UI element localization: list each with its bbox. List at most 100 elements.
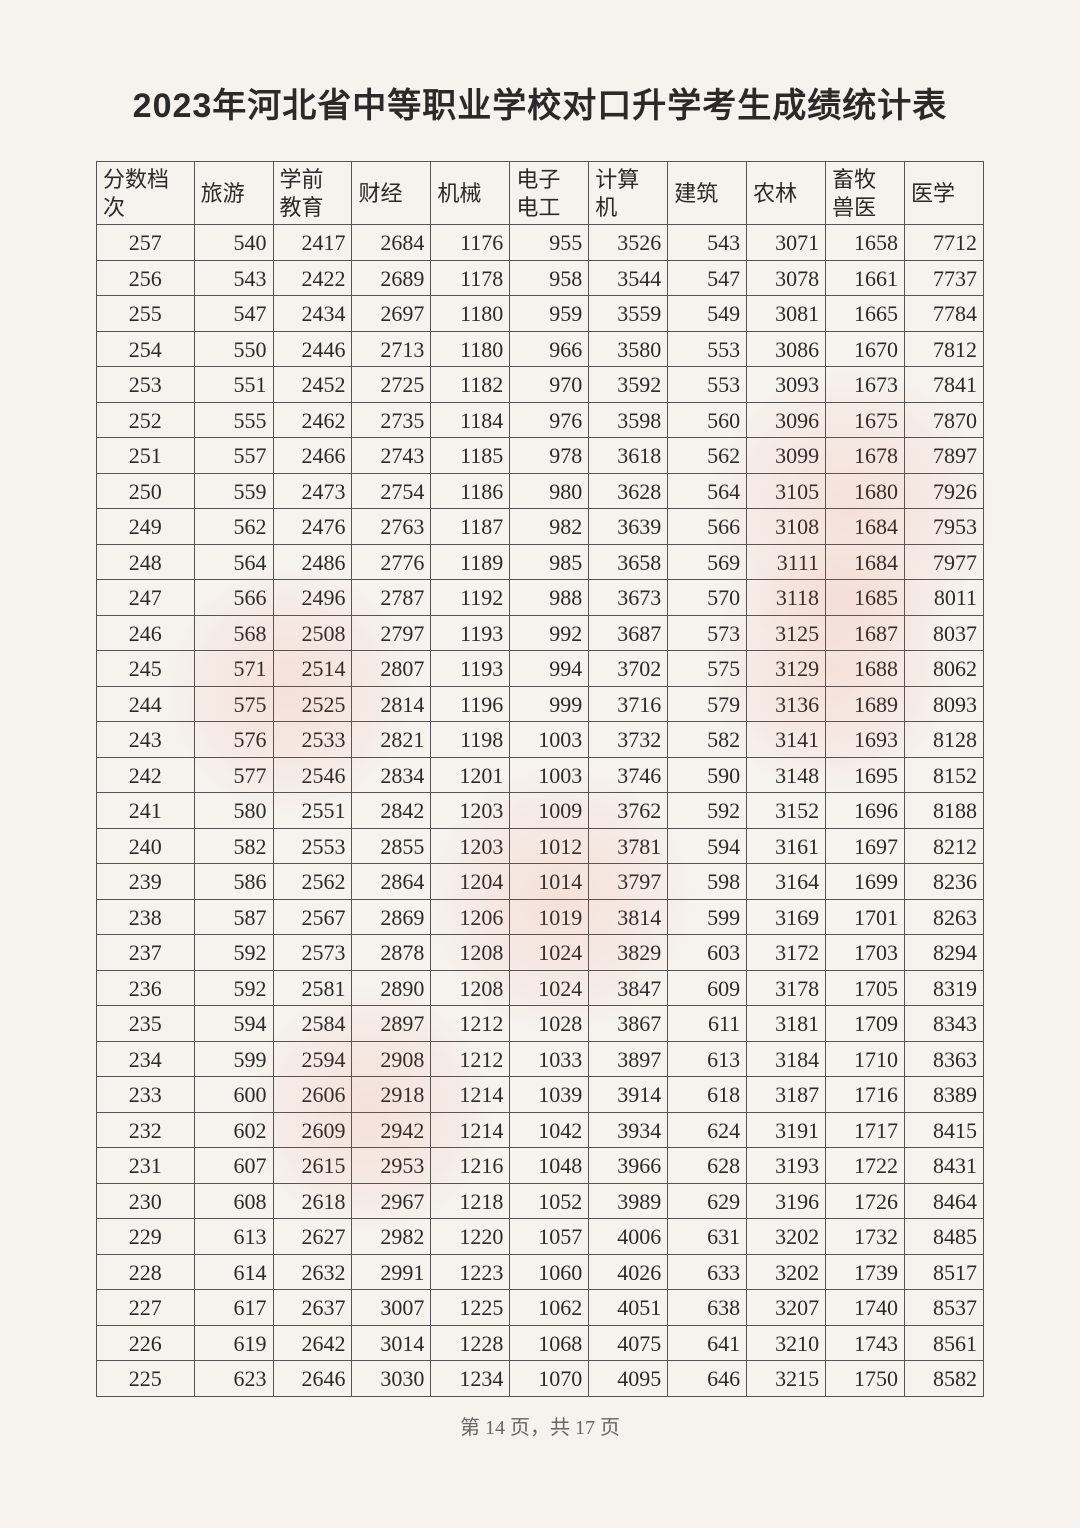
table-cell: 7977: [905, 544, 984, 580]
table-cell: 562: [668, 438, 747, 474]
table-cell: 8212: [905, 828, 984, 864]
table-cell: 573: [668, 615, 747, 651]
table-cell: 3544: [589, 260, 668, 296]
table-cell: 1658: [826, 225, 905, 261]
table-cell: 1052: [510, 1183, 589, 1219]
table-cell: 3934: [589, 1112, 668, 1148]
table-cell: 2446: [273, 331, 352, 367]
table-cell: 994: [510, 651, 589, 687]
table-cell: 1184: [431, 402, 510, 438]
table-cell: 257: [97, 225, 195, 261]
table-row: 2485642486277611899853658569311116847977: [97, 544, 984, 580]
table-cell: 8561: [905, 1325, 984, 1361]
table-row: 2535512452272511829703592553309316737841: [97, 367, 984, 403]
table-cell: 2918: [352, 1077, 431, 1113]
table-cell: 602: [194, 1112, 273, 1148]
table-cell: 3732: [589, 722, 668, 758]
table-cell: 248: [97, 544, 195, 580]
table-cell: 4051: [589, 1290, 668, 1326]
table-cell: 2864: [352, 864, 431, 900]
table-cell: 1225: [431, 1290, 510, 1326]
table-cell: 254: [97, 331, 195, 367]
table-cell: 3078: [747, 260, 826, 296]
table-cell: 3702: [589, 651, 668, 687]
table-cell: 607: [194, 1148, 273, 1184]
table-cell: 618: [668, 1077, 747, 1113]
table-row: 2445752525281411969993716579313616898093: [97, 686, 984, 722]
table-cell: 8294: [905, 935, 984, 971]
col-header: 计算机: [589, 162, 668, 225]
col-header: 农林: [747, 162, 826, 225]
table-row: 2435762533282111981003373258231411693812…: [97, 722, 984, 758]
page-title: 2023年河北省中等职业学校对口升学考生成绩统计表: [96, 78, 984, 127]
table-cell: 1216: [431, 1148, 510, 1184]
table-cell: 3628: [589, 473, 668, 509]
table-row: 2465682508279711939923687573312516878037: [97, 615, 984, 651]
table-cell: 3118: [747, 580, 826, 616]
table-cell: 2567: [273, 899, 352, 935]
table-cell: 1699: [826, 864, 905, 900]
table-cell: 3071: [747, 225, 826, 261]
table-cell: 8363: [905, 1041, 984, 1077]
table-cell: 7712: [905, 225, 984, 261]
table-cell: 2991: [352, 1254, 431, 1290]
table-cell: 3847: [589, 970, 668, 1006]
table-row: 2256232646303012341070409564632151750858…: [97, 1361, 984, 1397]
table-cell: 8236: [905, 864, 984, 900]
table-cell: 2609: [273, 1112, 352, 1148]
table-cell: 1678: [826, 438, 905, 474]
table-cell: 1743: [826, 1325, 905, 1361]
table-row: 2455712514280711939943702575312916888062: [97, 651, 984, 687]
table-cell: 8037: [905, 615, 984, 651]
table-cell: 3014: [352, 1325, 431, 1361]
table-cell: 3867: [589, 1006, 668, 1042]
table-cell: 1176: [431, 225, 510, 261]
table-cell: 4006: [589, 1219, 668, 1255]
col-header: 机械: [431, 162, 510, 225]
table-cell: 1062: [510, 1290, 589, 1326]
table-cell: 1214: [431, 1077, 510, 1113]
table-cell: 252: [97, 402, 195, 438]
table-cell: 2689: [352, 260, 431, 296]
table-cell: 240: [97, 828, 195, 864]
table-cell: 592: [668, 793, 747, 829]
table-cell: 2967: [352, 1183, 431, 1219]
table-row: 2555472434269711809593559549308116657784: [97, 296, 984, 332]
table-cell: 3081: [747, 296, 826, 332]
table-cell: 4095: [589, 1361, 668, 1397]
table-row: 2575402417268411769553526543307116587712: [97, 225, 984, 261]
table-cell: 2553: [273, 828, 352, 864]
table-cell: 1186: [431, 473, 510, 509]
table-row: 2405822553285512031012378159431611697821…: [97, 828, 984, 864]
table-cell: 547: [194, 296, 273, 332]
table-cell: 1201: [431, 757, 510, 793]
table-cell: 547: [668, 260, 747, 296]
table-cell: 3148: [747, 757, 826, 793]
table-cell: 617: [194, 1290, 273, 1326]
table-cell: 553: [668, 331, 747, 367]
table-cell: 1234: [431, 1361, 510, 1397]
table-cell: 577: [194, 757, 273, 793]
table-cell: 1203: [431, 828, 510, 864]
col-header: 学前教育: [273, 162, 352, 225]
table-cell: 553: [668, 367, 747, 403]
table-cell: 580: [194, 793, 273, 829]
table-cell: 2486: [273, 544, 352, 580]
table-cell: 2573: [273, 935, 352, 971]
table-row: 2515572466274311859783618562309916787897: [97, 438, 984, 474]
table-cell: 1684: [826, 544, 905, 580]
table-cell: 3814: [589, 899, 668, 935]
table-cell: 992: [510, 615, 589, 651]
table-cell: 638: [668, 1290, 747, 1326]
table-cell: 2754: [352, 473, 431, 509]
table-cell: 3202: [747, 1219, 826, 1255]
table-cell: 1750: [826, 1361, 905, 1397]
table-cell: 559: [194, 473, 273, 509]
score-table: 分数档次 旅游 学前教育 财经 机械 电子电工 计算机 建筑 农林 畜牧兽医 医…: [96, 161, 984, 1397]
table-cell: 1003: [510, 757, 589, 793]
table-cell: 234: [97, 1041, 195, 1077]
table-cell: 8464: [905, 1183, 984, 1219]
table-cell: 3099: [747, 438, 826, 474]
table-cell: 2508: [273, 615, 352, 651]
table-cell: 3108: [747, 509, 826, 545]
